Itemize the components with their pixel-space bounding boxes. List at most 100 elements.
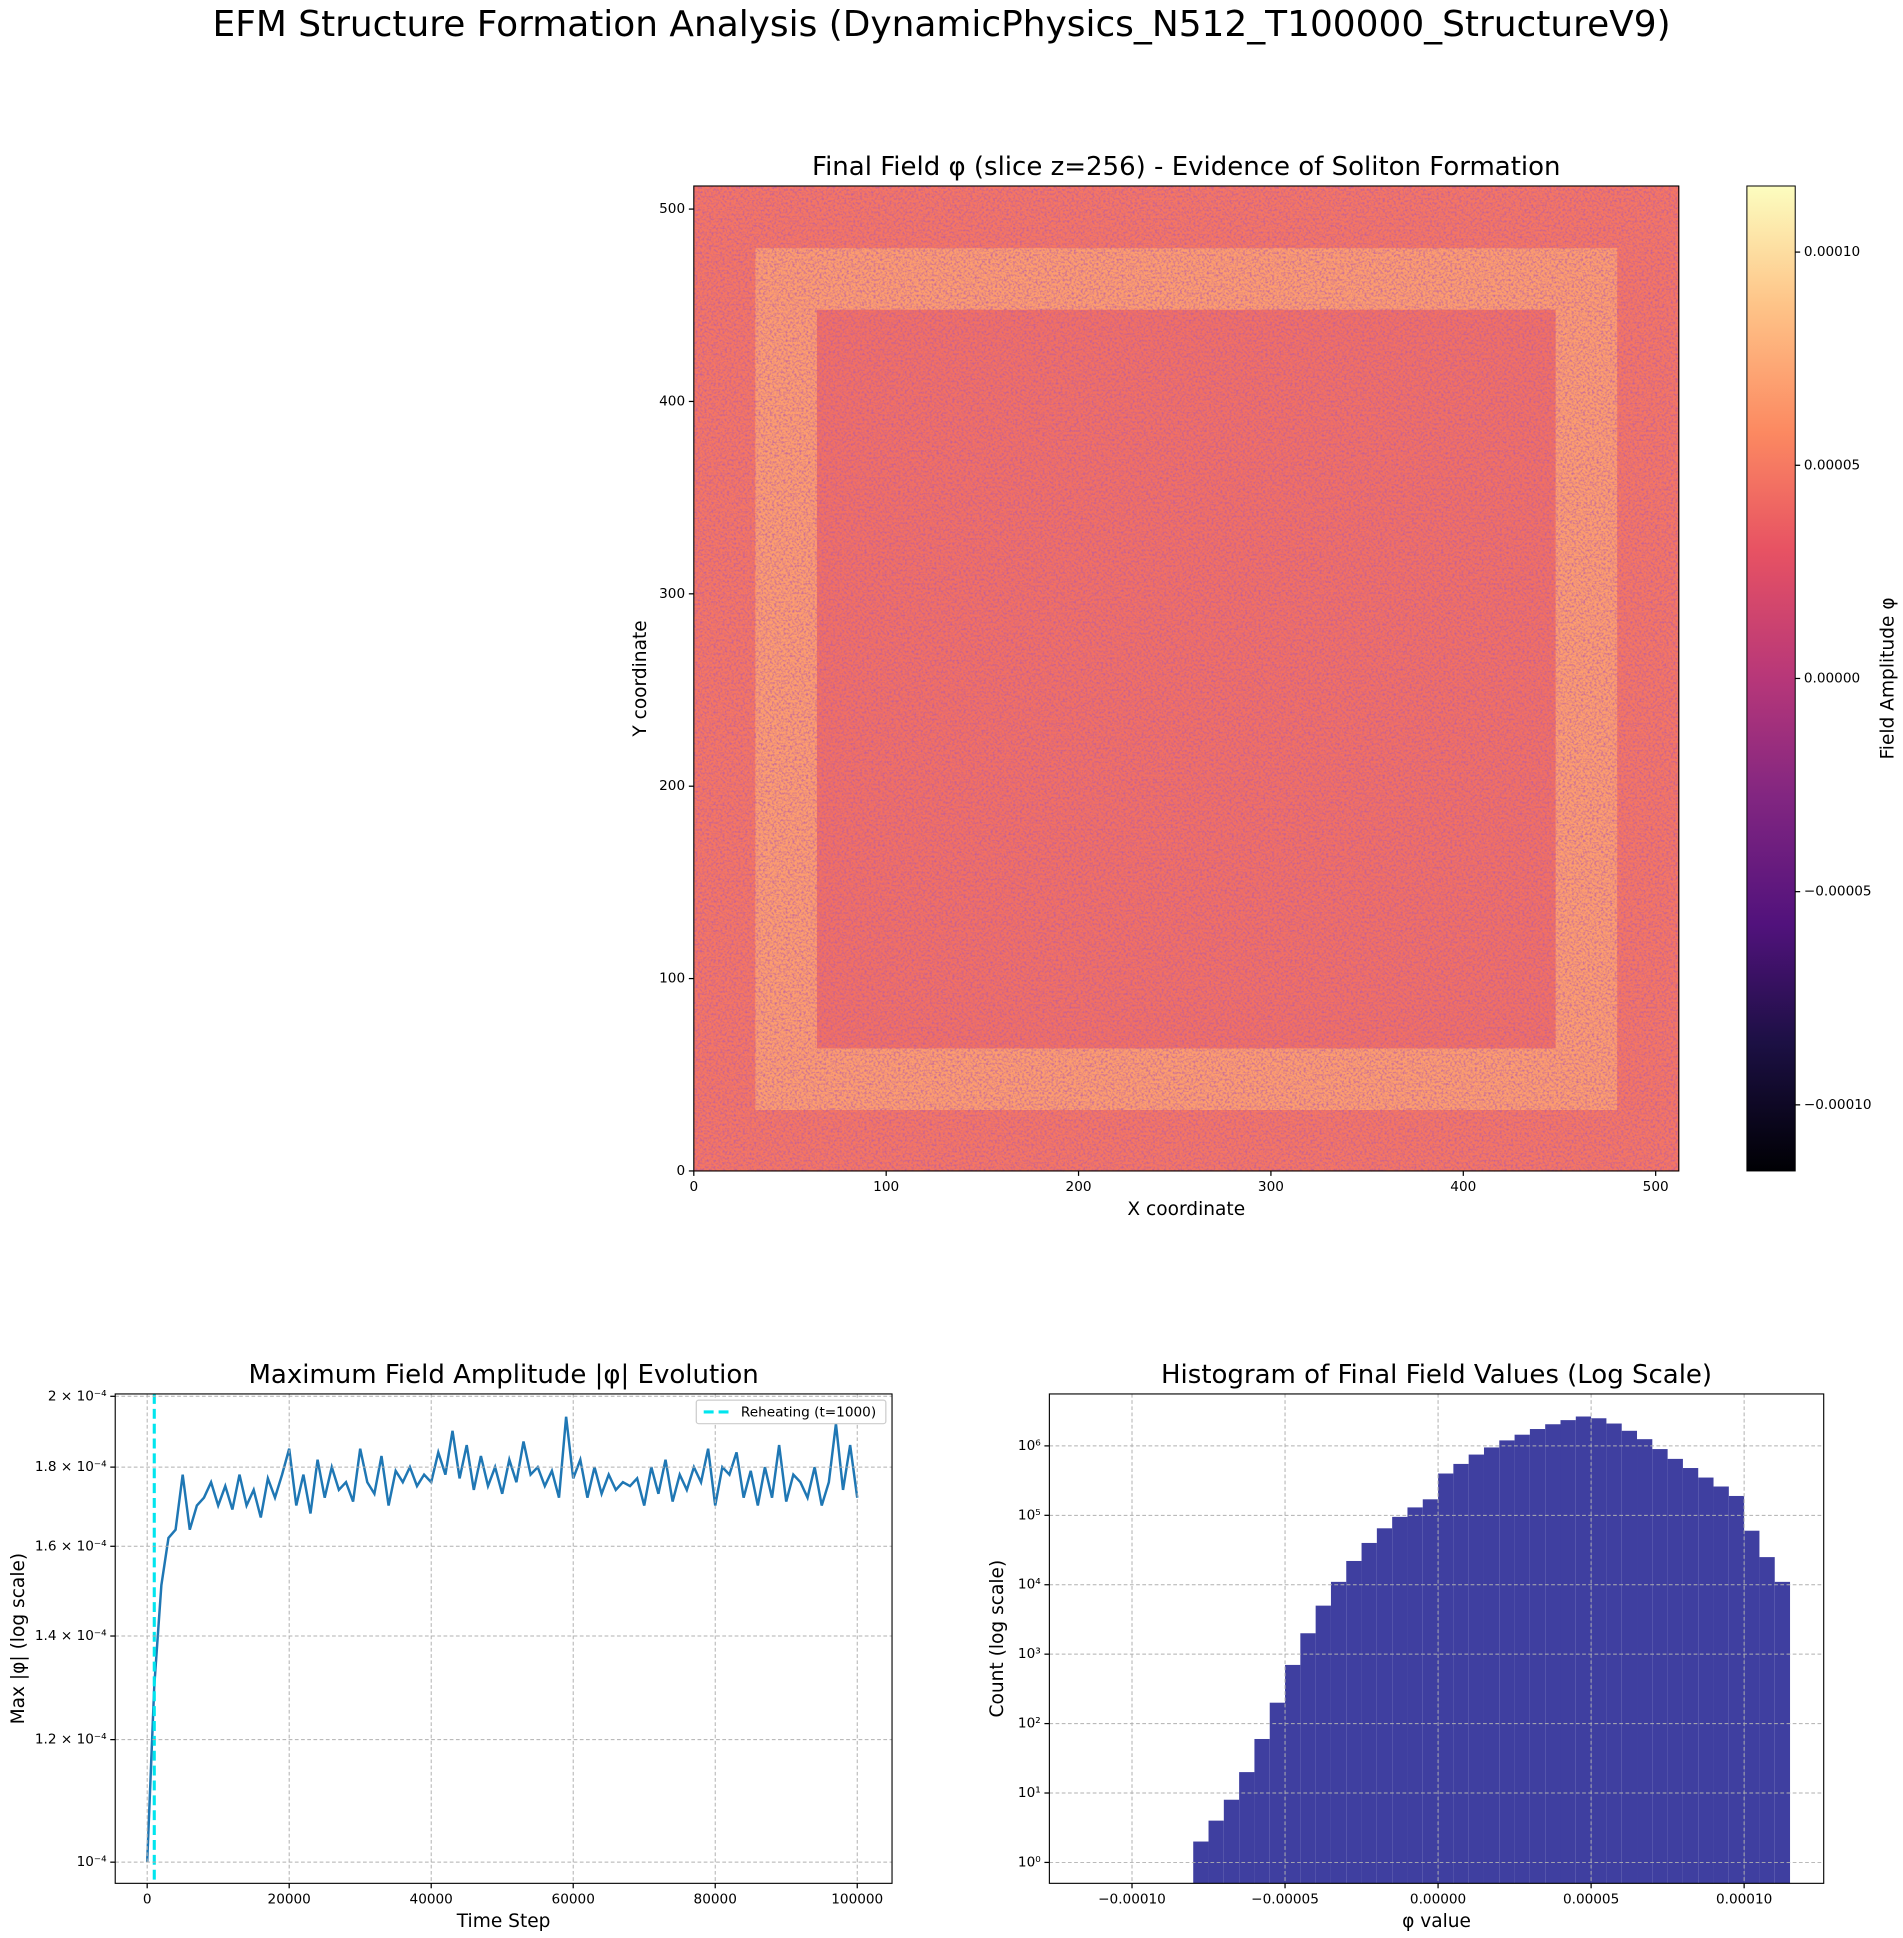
colorbar bbox=[1746, 185, 1796, 1172]
y-tick-label: 2 × 10⁻⁴ bbox=[48, 1388, 107, 1404]
x-axis-label: Time Step bbox=[456, 1911, 551, 1932]
histogram-bar bbox=[1315, 1605, 1331, 1884]
histogram-bar bbox=[1514, 1434, 1530, 1884]
histogram-bar bbox=[1376, 1528, 1393, 1884]
x-tick-label: 400 bbox=[1450, 1179, 1476, 1195]
x-axis-label: X coordinate bbox=[1127, 1199, 1245, 1220]
y-tick-label: 10⁻⁴ bbox=[77, 1854, 108, 1870]
y-axis-label: Y coordinate bbox=[630, 620, 651, 737]
y-tick-label: 10⁶ bbox=[1018, 1438, 1041, 1454]
y-tick-label: 10² bbox=[1018, 1716, 1041, 1732]
y-tick-label: 100 bbox=[659, 971, 685, 987]
x-tick-label: 100000 bbox=[831, 1891, 883, 1907]
x-tick-label: −0.00010 bbox=[1098, 1891, 1166, 1907]
histogram-bar bbox=[1575, 1416, 1592, 1884]
x-tick-label: 0 bbox=[689, 1179, 698, 1195]
histogram-bar bbox=[1744, 1530, 1760, 1884]
y-tick-label: 10⁴ bbox=[1018, 1577, 1041, 1593]
histogram-bar bbox=[1560, 1420, 1576, 1884]
y-axis-label: Count (log scale) bbox=[987, 1560, 1008, 1718]
histogram-bar bbox=[1407, 1507, 1423, 1884]
y-tick-label: 500 bbox=[659, 201, 685, 217]
x-tick-label: −0.00005 bbox=[1251, 1891, 1319, 1907]
noise-texture bbox=[693, 185, 1679, 1171]
histogram-bar bbox=[1223, 1799, 1240, 1884]
axes-frame bbox=[114, 1393, 893, 1884]
histogram-bar bbox=[1667, 1458, 1683, 1884]
x-tick-label: 20000 bbox=[268, 1891, 311, 1907]
colorbar-label: Field Amplitude φ bbox=[1878, 597, 1899, 759]
x-tick-label: 100 bbox=[873, 1179, 899, 1195]
axes-frame bbox=[693, 185, 1680, 1172]
axes-frame bbox=[1048, 1393, 1825, 1884]
y-tick-label: 200 bbox=[659, 778, 685, 794]
colorbar-tick-label: −0.00010 bbox=[1804, 1097, 1872, 1113]
y-tick-label: 300 bbox=[659, 586, 685, 602]
histogram-bar bbox=[1529, 1429, 1546, 1884]
colorbar-tick-label: 0.00000 bbox=[1804, 670, 1860, 686]
histogram-bar bbox=[1361, 1542, 1377, 1884]
histogram-bar bbox=[1483, 1447, 1500, 1884]
y-tick-label: 10⁵ bbox=[1018, 1507, 1041, 1523]
x-tick-label: 40000 bbox=[410, 1891, 453, 1907]
y-tick-label: 10¹ bbox=[1018, 1785, 1041, 1801]
histogram-bar bbox=[1239, 1772, 1255, 1884]
histogram-bar bbox=[1728, 1495, 1745, 1884]
histogram-bar bbox=[1330, 1581, 1347, 1884]
y-tick-label: 10⁰ bbox=[1018, 1854, 1041, 1870]
histogram-bar bbox=[1254, 1738, 1270, 1884]
subplot: Maximum Field Amplitude |φ| Evolution Tim… bbox=[8, 1360, 893, 1932]
y-axis-label: Max |φ| (log scale) bbox=[8, 1553, 29, 1725]
subplot: Histogram of Final Field Values (Log Sca… bbox=[987, 1360, 1825, 1932]
x-axis-label: φ value bbox=[1402, 1911, 1471, 1932]
legend-box bbox=[695, 1399, 887, 1425]
y-tick-label: 0 bbox=[676, 1163, 685, 1179]
histogram-bar bbox=[1621, 1430, 1638, 1884]
subplot-title: Histogram of Final Field Values (Log Sca… bbox=[1161, 1360, 1712, 1390]
legend-label: Reheating (t=1000) bbox=[741, 1405, 876, 1421]
subplot-title: Maximum Field Amplitude |φ| Evolution bbox=[248, 1360, 758, 1390]
colorbar-tick-label: −0.00005 bbox=[1804, 884, 1872, 900]
histogram-bar bbox=[1774, 1581, 1791, 1884]
colorbar-tick-label: 0.00010 bbox=[1804, 244, 1860, 260]
histogram-bar bbox=[1300, 1633, 1316, 1884]
x-tick-label: 500 bbox=[1643, 1179, 1669, 1195]
histogram-bar bbox=[1269, 1702, 1286, 1884]
x-tick-label: 60000 bbox=[552, 1891, 595, 1907]
histogram-bar bbox=[1682, 1468, 1699, 1884]
plot-area bbox=[1193, 1416, 1791, 1884]
x-tick-label: 0 bbox=[143, 1891, 152, 1907]
histogram-bar bbox=[1713, 1486, 1729, 1884]
histogram-bar bbox=[1208, 1820, 1224, 1884]
histogram-bar bbox=[1759, 1557, 1775, 1884]
histogram-bar bbox=[1422, 1499, 1439, 1884]
x-tick-label: 80000 bbox=[694, 1891, 737, 1907]
y-tick-label: 1.6 × 10⁻⁴ bbox=[35, 1538, 107, 1554]
subplot-title: Final Field φ (slice z=256) - Evidence o… bbox=[812, 152, 1561, 182]
x-tick-label: 0.00005 bbox=[1563, 1891, 1619, 1907]
line-series bbox=[145, 1416, 859, 1863]
x-tick-label: 200 bbox=[1066, 1179, 1092, 1195]
plot-area bbox=[145, 1393, 859, 1884]
histogram-bar bbox=[1606, 1423, 1622, 1884]
figure-title: EFM Structure Formation Analysis (Dynami… bbox=[213, 4, 1671, 45]
histogram-bar bbox=[1591, 1418, 1607, 1884]
histogram-bar bbox=[1453, 1463, 1469, 1884]
x-tick-label: 0.00010 bbox=[1716, 1891, 1772, 1907]
y-tick-label: 1.8 × 10⁻⁴ bbox=[35, 1459, 107, 1475]
histogram-bar bbox=[1468, 1454, 1484, 1884]
x-tick-label: 0.00000 bbox=[1410, 1891, 1466, 1907]
histogram-bar bbox=[1637, 1439, 1653, 1884]
histogram-bar bbox=[1698, 1477, 1714, 1884]
y-tick-label: 1.2 × 10⁻⁴ bbox=[35, 1732, 107, 1748]
y-tick-label: 1.4 × 10⁻⁴ bbox=[35, 1628, 107, 1644]
plot-area bbox=[693, 185, 1680, 1172]
subplot: Final Field φ (slice z=256) - Evidence o… bbox=[630, 152, 1899, 1220]
histogram-bar bbox=[1346, 1560, 1362, 1884]
histogram-bar bbox=[1392, 1516, 1408, 1884]
x-tick-label: 300 bbox=[1258, 1179, 1284, 1195]
histogram-bar bbox=[1438, 1473, 1454, 1884]
histogram-bar bbox=[1285, 1664, 1301, 1884]
colorbar-tick-label: 0.00005 bbox=[1804, 457, 1860, 473]
